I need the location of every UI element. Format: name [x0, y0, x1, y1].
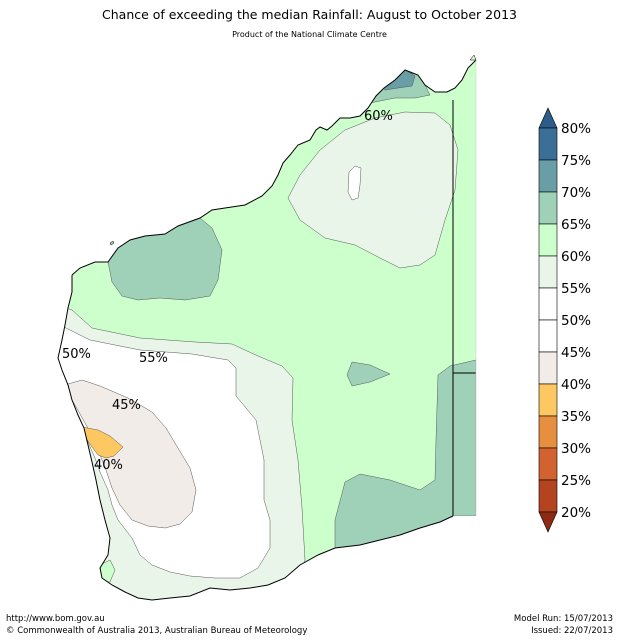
colorbar-band-75-80: [538, 127, 558, 161]
footer-model-run: Model Run: 15/07/2013: [513, 614, 613, 624]
colorbar-label-80: 80%: [561, 121, 591, 137]
footer-url[interactable]: http://www.bom.gov.au: [6, 614, 105, 624]
colorbar-label-20: 20%: [561, 505, 591, 521]
colorbar-band-60-65: [538, 223, 558, 257]
colorbar-label-60: 60%: [561, 249, 591, 265]
footer-copyright: © Commonwealth of Australia 2013, Austra…: [6, 626, 308, 636]
region-50-55-north-spot: [347, 165, 362, 201]
island: [469, 54, 477, 61]
colorbar-label-45: 45%: [561, 345, 591, 361]
region-65-70-center: [346, 361, 391, 387]
colorbar-label-50: 50%: [561, 313, 591, 329]
region-55-60-north: [287, 111, 459, 269]
colorbar-band-70-75: [538, 159, 558, 193]
region-65-70-west: [107, 217, 223, 301]
colorbar-label-70: 70%: [561, 185, 591, 201]
colorbar-extend-low: [538, 511, 558, 533]
colorbar-extend-high: [538, 107, 558, 129]
colorbar-band-25-30: [538, 447, 558, 481]
colorbar-band-35-40: [538, 383, 558, 417]
region-35-40-southwest: [81, 426, 124, 459]
colorbar-band-50-55: [538, 287, 558, 321]
colorbar-band-30-35: [538, 415, 558, 449]
map-subtitle: Product of the National Climate Centre: [232, 30, 387, 39]
island: [109, 240, 115, 246]
colorbar-label-30: 30%: [561, 441, 591, 457]
map-title: Chance of exceeding the median Rainfall:…: [102, 7, 517, 22]
contour-label-60: 60%: [364, 109, 393, 124]
colorbar-band-65-70: [538, 191, 558, 225]
coastline: [57, 59, 477, 601]
colorbar-label-25: 25%: [561, 473, 591, 489]
contour-label-45: 45%: [112, 398, 141, 413]
colorbar-label-55: 55%: [561, 281, 591, 297]
colorbar-label-35: 35%: [561, 409, 591, 425]
colorbar: 80% 75% 70% 65% 60% 55% 50% 45% 40% 35% …: [538, 107, 591, 533]
colorbar-band-40-45: [538, 351, 558, 385]
footer-issued: Issued: 22/07/2013: [531, 626, 613, 636]
colorbar-label-65: 65%: [561, 217, 591, 233]
contour-label-40: 40%: [94, 458, 123, 473]
colorbar-label-40: 40%: [561, 377, 591, 393]
colorbar-label-75: 75%: [561, 153, 591, 169]
colorbar-band-55-60: [538, 255, 558, 289]
colorbar-band-20-25: [538, 479, 558, 513]
contour-label-50: 50%: [62, 347, 91, 362]
colorbar-band-45-50: [538, 319, 558, 353]
contour-label-55: 55%: [139, 351, 168, 366]
